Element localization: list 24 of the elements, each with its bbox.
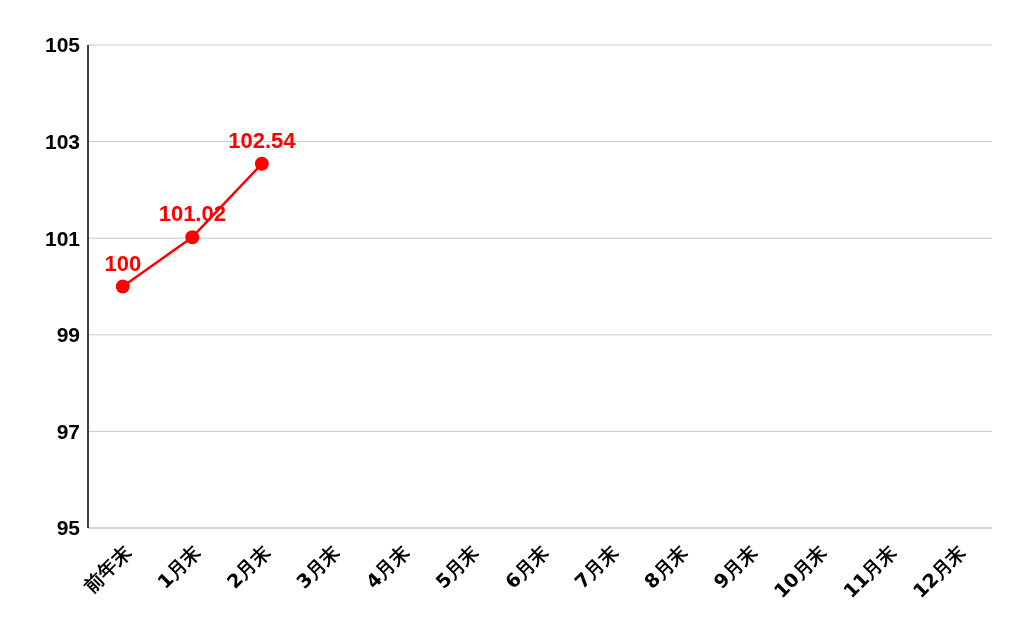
x-tick-label: 5月末 [430, 539, 484, 593]
point [185, 230, 200, 245]
x-tick-label: 6月末 [500, 539, 553, 593]
data-label: 102.54 [228, 127, 297, 153]
point [115, 279, 130, 294]
data-label: 100 [104, 250, 142, 276]
x-tick-label: 10月末 [769, 539, 832, 602]
y-tick-label: 105 [44, 33, 81, 57]
x-tick-label: 8月末 [639, 539, 693, 593]
y-tick-label: 99 [56, 323, 80, 347]
x-tick-label: 前年末 [78, 539, 136, 598]
y-tick-label: 103 [44, 130, 80, 154]
x-tick-label: 1月末 [152, 539, 206, 593]
x-tick-label: 4月末 [361, 539, 414, 593]
point [254, 156, 269, 171]
y-tick-label: 101 [44, 226, 81, 250]
x-tick-label: 3月末 [291, 539, 345, 593]
y-tick-label: 97 [56, 419, 80, 443]
x-tick-label: 11月末 [838, 539, 901, 602]
x-tick-label: 2月末 [222, 539, 275, 593]
x-tick-label: 12月末 [908, 539, 971, 602]
y-tick-label: 95 [56, 516, 81, 540]
x-tick-label: 9月末 [709, 539, 762, 593]
x-tick-label: 7月末 [569, 539, 623, 593]
